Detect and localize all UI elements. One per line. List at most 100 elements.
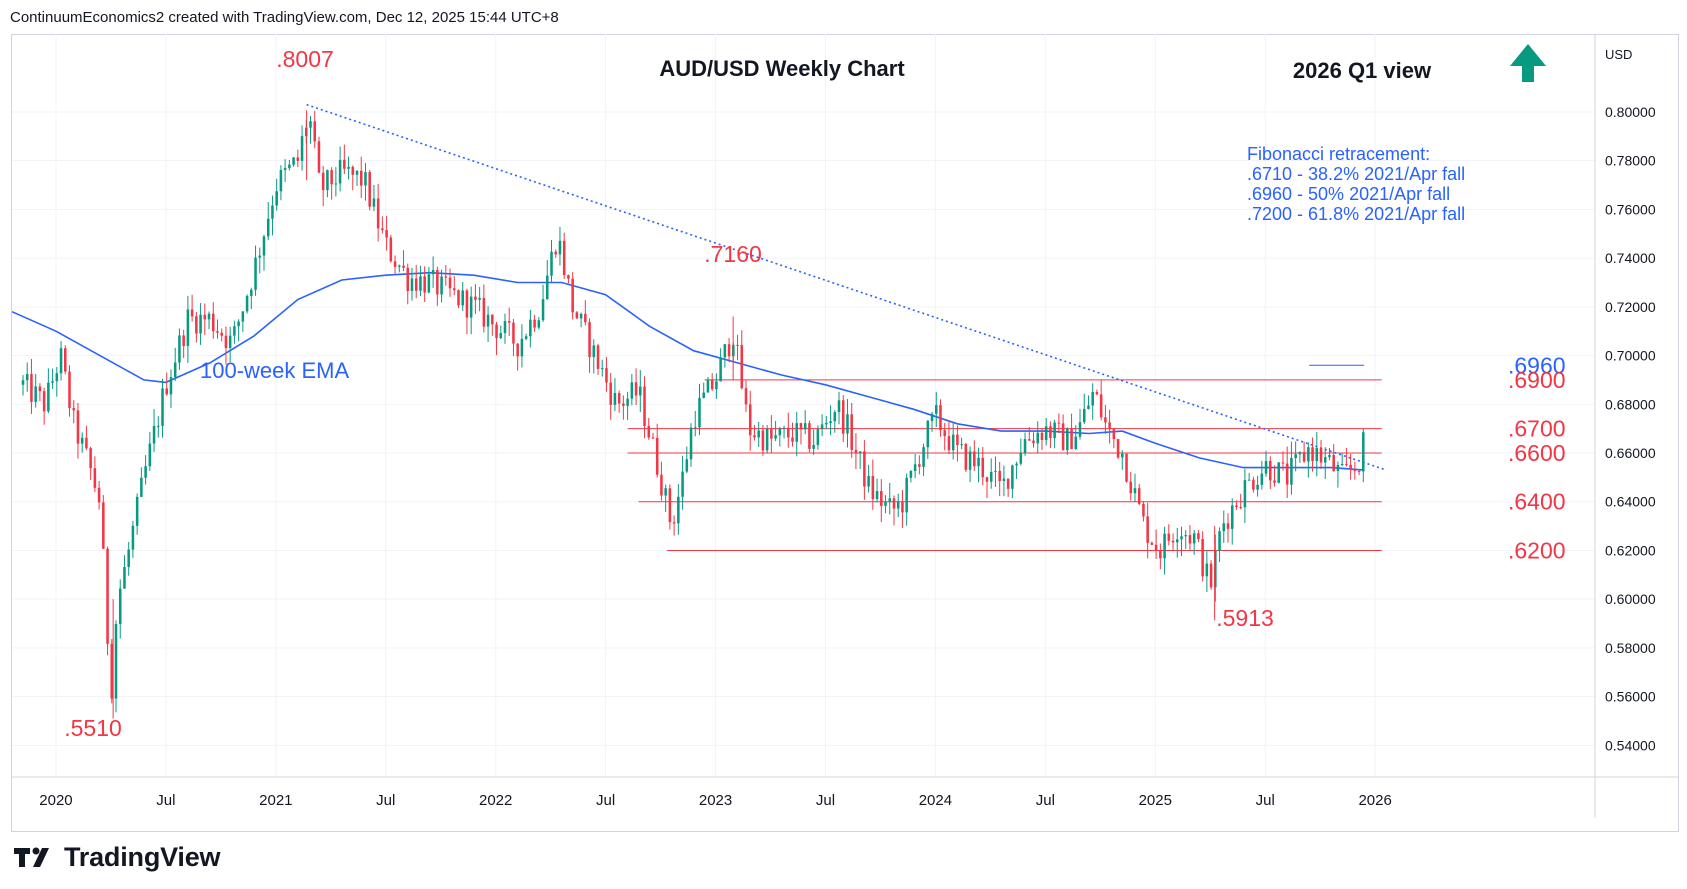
- candle-body: [241, 311, 245, 322]
- candle-body: [791, 437, 794, 442]
- candles: [21, 110, 1365, 719]
- candle-body: [854, 449, 858, 453]
- candle-body: [905, 477, 908, 513]
- ema-label: 100-week EMA: [200, 358, 350, 383]
- candle-body: [892, 498, 896, 509]
- y-tick-label: 0.60000: [1605, 591, 1656, 607]
- y-tick-label: 0.62000: [1605, 542, 1656, 558]
- x-tick-label: 2024: [919, 792, 952, 809]
- candle-body: [833, 412, 837, 422]
- candle-body: [558, 240, 562, 255]
- y-tick-label: 0.76000: [1605, 201, 1656, 217]
- candle-body: [808, 423, 811, 449]
- fib-heading: Fibonacci retracement:: [1247, 144, 1430, 164]
- candle-body: [465, 290, 469, 318]
- candle-body: [317, 141, 321, 173]
- candle-body: [364, 172, 367, 186]
- candle-body: [110, 643, 114, 699]
- candle-body: [753, 435, 756, 438]
- candle-body: [1273, 480, 1276, 483]
- candle-body: [1057, 422, 1061, 424]
- candle-body: [698, 397, 701, 428]
- candle-body: [812, 444, 815, 449]
- candle-body: [258, 255, 262, 258]
- footer: TradingView: [12, 841, 221, 872]
- level-label: .6600: [1508, 440, 1566, 466]
- candle-body: [896, 501, 900, 509]
- candle-body: [444, 276, 448, 278]
- candle-body: [1125, 453, 1128, 482]
- candle-body: [1260, 473, 1264, 485]
- candle-body: [736, 344, 739, 346]
- candle-body: [567, 274, 570, 279]
- candle-body: [64, 348, 67, 372]
- candle-body: [774, 435, 777, 439]
- candle-body: [647, 426, 651, 438]
- candle-body: [537, 320, 541, 328]
- candle-body: [968, 451, 972, 470]
- candle-body: [533, 319, 536, 328]
- candle-body: [372, 198, 376, 207]
- brand-name: TradingView: [64, 841, 221, 872]
- candle-body: [596, 345, 600, 369]
- candle-body: [1188, 535, 1192, 544]
- candle-body: [1087, 405, 1090, 410]
- candle-body: [1336, 465, 1340, 472]
- y-tick-label: 0.72000: [1605, 299, 1656, 315]
- candle-body: [516, 343, 519, 357]
- candle-body: [951, 434, 955, 451]
- candle-body: [402, 265, 405, 268]
- candle-body: [1099, 394, 1103, 418]
- candle-body: [330, 170, 333, 185]
- candle-body: [660, 474, 663, 496]
- y-tick-label: 0.54000: [1605, 737, 1656, 753]
- candle-body: [452, 288, 456, 291]
- y-tick-label: 0.68000: [1605, 396, 1656, 412]
- candle-body: [410, 278, 414, 291]
- candle-body: [1290, 457, 1293, 485]
- candle-body: [757, 430, 760, 438]
- candle-body: [782, 427, 786, 429]
- candle-body: [1180, 536, 1183, 540]
- candle-body: [867, 475, 870, 487]
- ema-100w-line: [11, 271, 1365, 471]
- candle-body: [1175, 539, 1179, 543]
- y-tick-label: 0.74000: [1605, 250, 1656, 266]
- candle-body: [68, 371, 71, 409]
- candle-body: [507, 321, 511, 323]
- candle-body: [127, 549, 130, 568]
- candle-body: [326, 170, 329, 191]
- x-tick-label: 2020: [39, 792, 72, 809]
- candle-body: [655, 437, 659, 475]
- candle-body: [609, 382, 612, 405]
- candle-body: [926, 420, 930, 448]
- candle-body: [863, 451, 866, 487]
- candle-body: [296, 157, 300, 161]
- candle-body: [723, 344, 727, 358]
- candle-body: [254, 257, 257, 290]
- candle-body: [30, 374, 33, 402]
- y-tick-label: 0.56000: [1605, 689, 1656, 705]
- candle-body: [271, 205, 274, 219]
- candle-body: [994, 470, 997, 472]
- candle-body: [423, 276, 426, 293]
- candle-body: [1074, 436, 1078, 450]
- candle-body: [1243, 480, 1247, 508]
- y-tick-label: 0.80000: [1605, 104, 1656, 120]
- candle-body: [1036, 432, 1040, 444]
- candle-body: [981, 457, 985, 478]
- candle-body: [664, 488, 667, 496]
- candle-body: [1129, 481, 1133, 494]
- candle-body: [169, 377, 173, 395]
- candle-body: [1277, 462, 1281, 483]
- candle-body: [1167, 533, 1171, 541]
- fib-line-3: .7200 - 61.8% 2021/Apr fall: [1247, 204, 1465, 224]
- ema-line: [11, 271, 1365, 471]
- candle-body: [419, 276, 422, 291]
- axes: 0.80000 0.78000 0.76000 0.74000 0.72000 0.700…: [12, 34, 1678, 818]
- candle-body: [977, 457, 980, 467]
- level-label: .6960: [1508, 352, 1566, 378]
- x-tick-label: 2025: [1139, 792, 1172, 809]
- candle-body: [803, 423, 807, 430]
